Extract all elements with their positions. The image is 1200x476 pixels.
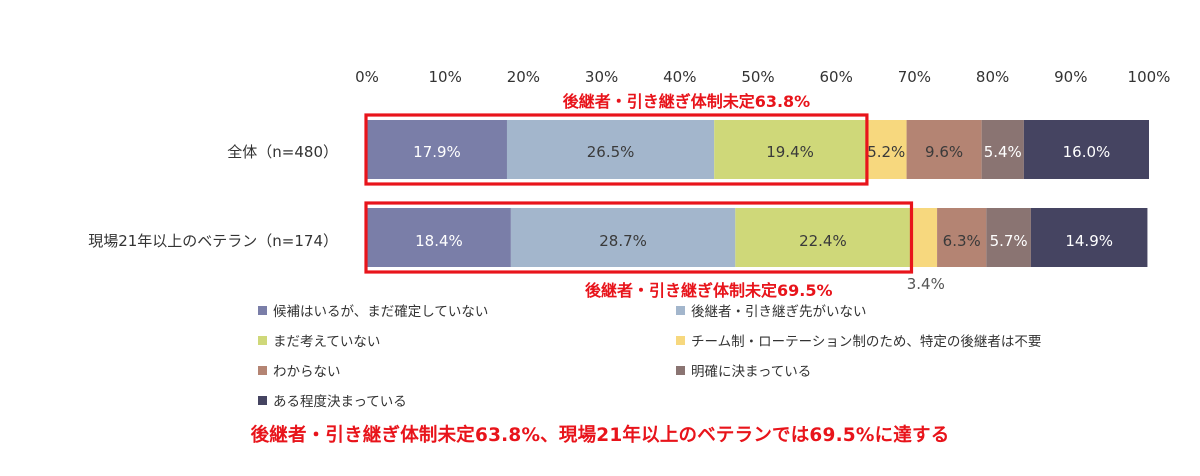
- data-label: 9.6%: [925, 143, 963, 161]
- highlight-label: 後継者・引き継ぎ体制未定69.5%: [585, 281, 833, 300]
- legend-item: 候補はいるが、まだ確定していない: [258, 298, 676, 322]
- data-label: 5.7%: [990, 232, 1028, 250]
- bar-segment: [865, 120, 907, 179]
- data-label: 19.4%: [766, 143, 814, 161]
- data-label: 5.4%: [984, 143, 1022, 161]
- x-tick-label: 50%: [741, 68, 774, 86]
- x-tick-label: 20%: [507, 68, 540, 86]
- legend-label: ある程度決まっている: [273, 394, 407, 410]
- legend-swatch: [258, 365, 267, 375]
- bar-segment: [910, 208, 938, 267]
- category-label: 全体（n=480）: [227, 143, 338, 161]
- legend: 候補はいるが、まだ確定していない 後継者・引き継ぎ先がいないまだ考えていない チーム…: [258, 298, 1138, 412]
- legend-item: まだ考えていない: [258, 328, 676, 352]
- legend-swatch: [676, 305, 685, 315]
- bar-segment: [367, 208, 511, 267]
- legend-item: 後継者・引き継ぎ先がいない: [676, 298, 1116, 322]
- data-label: 16.0%: [1063, 143, 1111, 161]
- bar-segment: [510, 208, 736, 267]
- data-label: 26.5%: [587, 143, 635, 161]
- legend-item: 明確に決まっている: [676, 358, 1116, 382]
- legend-label: まだ考えていない: [273, 334, 381, 350]
- x-tick-label: 70%: [898, 68, 931, 86]
- data-label: 18.4%: [415, 232, 463, 250]
- bar-segment: [1023, 120, 1149, 179]
- x-tick-label: 40%: [663, 68, 696, 86]
- legend-swatch: [258, 335, 267, 345]
- legend-item: わからない: [258, 358, 676, 382]
- legend-swatch: [676, 365, 685, 375]
- bar-segment: [981, 120, 1024, 179]
- legend-label: 明確に決まっている: [691, 364, 812, 380]
- legend-item: チーム制・ローテーション制のため、特定の後継者は不要: [676, 328, 1116, 352]
- legend-swatch: [258, 305, 267, 315]
- x-tick-label: 30%: [585, 68, 618, 86]
- category-label: 現場21年以上のベテラン（n=174）: [88, 232, 338, 250]
- legend-label: チーム制・ローテーション制のため、特定の後継者は不要: [691, 334, 1042, 350]
- bar-segment: [1030, 208, 1148, 267]
- highlight-label: 後継者・引き継ぎ体制未定63.8%: [563, 92, 811, 111]
- bar-segment: [735, 208, 911, 267]
- x-tick-label: 90%: [1054, 68, 1087, 86]
- data-label: 14.9%: [1065, 232, 1113, 250]
- legend-label: わからない: [273, 364, 341, 380]
- bar-segment: [367, 120, 507, 179]
- bar-segment: [714, 120, 866, 179]
- legend-swatch: [258, 395, 267, 405]
- data-label: 6.3%: [943, 232, 981, 250]
- x-tick-label: 80%: [976, 68, 1009, 86]
- bar-segment: [937, 208, 987, 267]
- data-label: 22.4%: [799, 232, 847, 250]
- data-label: 28.7%: [599, 232, 647, 250]
- stacked-bar-chart: 0% 10% 20% 30% 40% 50% 60% 70% 80% 90% 100% 全体（n=48…: [88, 68, 1171, 300]
- bar-segment: [906, 120, 982, 179]
- caption: 後継者・引き継ぎ体制未定63.8%、現場21年以上のベテランでは69.5%に達す…: [250, 425, 950, 446]
- legend-swatch: [676, 335, 685, 345]
- bar-segment: [506, 120, 715, 179]
- bar-segment: [986, 208, 1031, 267]
- data-label: 5.2%: [867, 143, 905, 161]
- data-label: 3.4%: [907, 275, 945, 293]
- highlight-box: [364, 113, 869, 186]
- legend-item: ある程度決まっている: [258, 388, 676, 412]
- highlight-box: [364, 201, 914, 274]
- x-tick-label: 100%: [1128, 68, 1171, 86]
- x-tick-label: 0%: [355, 68, 379, 86]
- legend-label: 後継者・引き継ぎ先がいない: [691, 304, 867, 320]
- x-tick-label: 60%: [820, 68, 853, 86]
- data-label: 17.9%: [413, 143, 461, 161]
- legend-label: 候補はいるが、まだ確定していない: [273, 304, 489, 320]
- x-tick-label: 10%: [429, 68, 462, 86]
